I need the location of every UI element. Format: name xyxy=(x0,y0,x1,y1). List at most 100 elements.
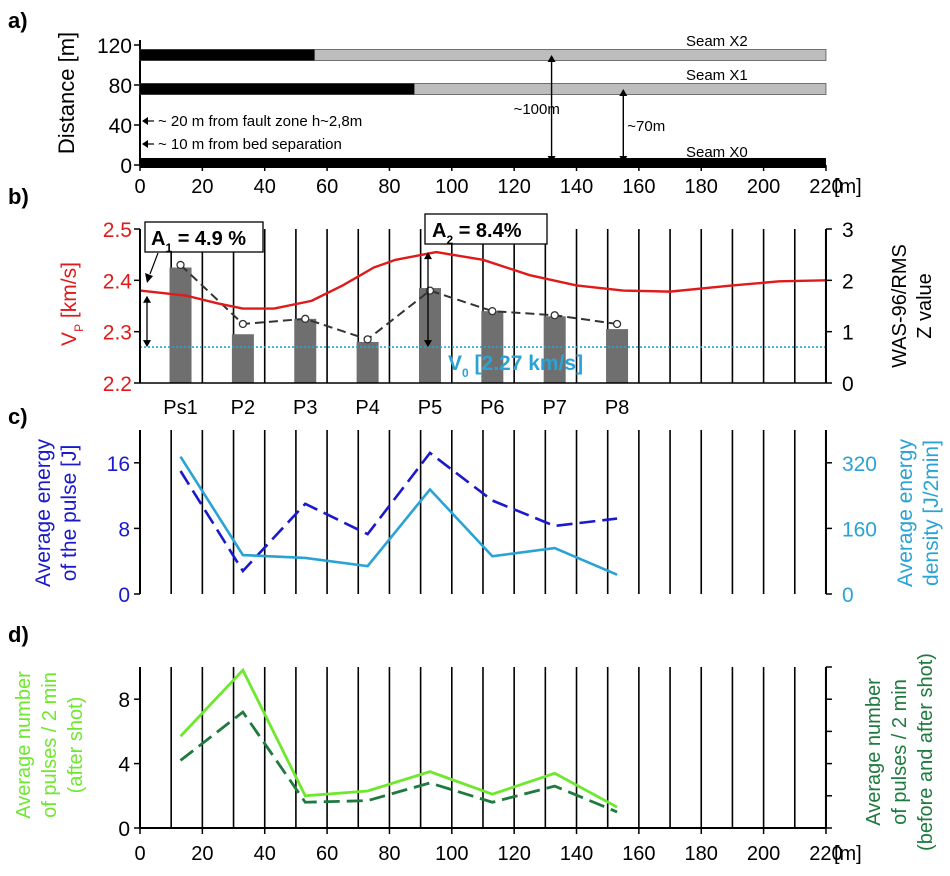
arrow-head xyxy=(424,252,432,260)
arrow-head xyxy=(145,273,153,283)
panel-a-xtick-label: 100 xyxy=(435,176,468,198)
annotation-text: ~ 20 m from fault zone h~2,8m xyxy=(158,113,362,130)
panel-a-ylabel: Distance [m] xyxy=(54,32,79,154)
panel-b-ytick-left-label: 2.5 xyxy=(103,219,132,242)
panel-d-xtick-label: 60 xyxy=(316,843,338,865)
panel-c-ylabel-left: Average energy xyxy=(32,439,55,587)
z-value-point xyxy=(301,314,310,323)
panel-a-label: a) xyxy=(8,8,28,33)
category-label: P6 xyxy=(480,397,504,419)
category-label: P2 xyxy=(231,397,255,419)
arrow-head xyxy=(142,117,148,125)
panel-a-xtick-label: 140 xyxy=(560,176,593,198)
panel-a-ytick-label: 0 xyxy=(120,155,132,178)
bar xyxy=(606,329,629,383)
panel-a-xunit: [m] xyxy=(834,176,862,198)
panel-b-ytick-left-label: 2.4 xyxy=(103,270,133,293)
panel-d-xtick-label: 160 xyxy=(622,843,655,865)
arrow-head xyxy=(547,156,556,163)
panel-d-xtick-label: 180 xyxy=(685,843,718,865)
panel-d-ylabel-right: (before and after shot) xyxy=(915,653,937,851)
panel-a-ytick-label: 120 xyxy=(97,35,132,58)
arrow-head xyxy=(424,340,432,348)
distance-label: ~70m xyxy=(627,118,665,135)
z-value-point xyxy=(488,306,497,316)
panel-a-xtick-label: 160 xyxy=(622,176,655,198)
category-label: P5 xyxy=(418,397,442,419)
bar xyxy=(356,341,379,383)
panel-d-ylabel-left: (after shot) xyxy=(65,697,87,794)
panel-d-xtick-label: 100 xyxy=(435,843,468,865)
panel-b-ylabel-left: VP [km/s] xyxy=(58,262,86,346)
panel-c-ytick-left-label: 0 xyxy=(118,584,130,607)
panel-d-xtick-label: 220 xyxy=(809,843,842,865)
energy-pulse-line xyxy=(179,451,618,574)
pulses-before-after-line xyxy=(179,710,618,814)
panel-b-ylabel-right: Z value xyxy=(914,273,936,339)
panel-a-xtick-label: 20 xyxy=(191,176,213,198)
panel-d-ytick-label: 4 xyxy=(118,754,130,777)
v0-label: V0 [2.27 km/s] xyxy=(448,352,583,380)
panel-b-ytick-left-label: 2.3 xyxy=(103,322,132,345)
panel-b-ytick-left-label: 2.2 xyxy=(103,373,132,396)
a2-label: A2 = 8.4% xyxy=(432,220,522,247)
panel-a-ytick-label: 80 xyxy=(109,75,132,98)
panel-c-label: c) xyxy=(8,404,28,429)
z-value-point xyxy=(550,311,559,320)
panel-d-xtick-label: 140 xyxy=(560,843,593,865)
annotation-text: ~ 10 m from bed separation xyxy=(158,136,342,153)
bar xyxy=(418,288,441,383)
arrow-head xyxy=(143,340,151,348)
panel-a-xtick-label: 0 xyxy=(134,176,145,198)
panel-d-xunit: [m] xyxy=(834,843,862,865)
pulses-after-line xyxy=(179,667,618,809)
panel-b-ytick-right-label: 2 xyxy=(842,270,854,293)
panel-c-ytick-right-label: 160 xyxy=(842,518,877,541)
panel-d-xtick-label: 120 xyxy=(497,843,530,865)
panel-a-xtick-label: 120 xyxy=(497,176,530,198)
panel-c-ylabel-right: Average energy xyxy=(894,439,917,587)
panel-a-xtick-label: 60 xyxy=(316,176,338,198)
category-label: P7 xyxy=(542,397,566,419)
panel-a-xtick-label: 220 xyxy=(809,176,842,198)
panel-a-xtick-label: 180 xyxy=(685,176,718,198)
panel-c-ylabel-right: density [J/2min] xyxy=(920,440,943,586)
a1-pointer xyxy=(149,252,159,275)
z-value-line xyxy=(179,264,618,341)
panel-b-label: b) xyxy=(8,184,29,209)
panel-b-ylabel-right: WAS-96/RMS xyxy=(889,244,911,368)
seam-mined xyxy=(140,49,315,61)
bar xyxy=(543,316,566,383)
energy-density-line xyxy=(179,455,618,576)
panel-d-ylabel-right: Average number xyxy=(863,678,885,826)
panel-d-ylabel-left: Average number xyxy=(13,671,35,819)
seam-label: Seam X0 xyxy=(686,144,748,161)
arrow-head xyxy=(142,140,148,148)
panel-d-xtick-label: 0 xyxy=(134,843,145,865)
arrow-head xyxy=(143,295,151,303)
bar xyxy=(169,267,192,383)
panel-d-ylabel-right: of pulses / 2 min xyxy=(889,679,911,825)
panel-c-ytick-left-label: 16 xyxy=(107,453,130,476)
panel-a-ytick-label: 40 xyxy=(109,115,132,138)
z-value-point xyxy=(363,335,372,344)
panel-a-xtick-label: 200 xyxy=(747,176,780,198)
a2-box xyxy=(424,213,548,245)
panel-d-ytick-label: 8 xyxy=(118,689,130,712)
category-label: P4 xyxy=(355,397,379,419)
panel-d-xtick-label: 20 xyxy=(191,843,213,865)
panel-c-ytick-right-label: 320 xyxy=(842,453,877,476)
seam-mined xyxy=(140,158,826,168)
panel-c-ytick-left-label: 8 xyxy=(118,518,130,541)
bar xyxy=(294,318,317,383)
arrow-head xyxy=(619,89,628,96)
z-value-point xyxy=(176,260,185,270)
panel-b-ytick-right-label: 3 xyxy=(842,219,854,242)
panel-d-xtick-label: 200 xyxy=(747,843,780,865)
panel-d-xtick-label: 80 xyxy=(378,843,400,865)
a1-box xyxy=(144,221,264,253)
arrow-head xyxy=(619,156,628,163)
panel-d-ylabel-left: of pulses / 2 min xyxy=(39,672,61,818)
distance-label: ~100m xyxy=(514,101,560,118)
